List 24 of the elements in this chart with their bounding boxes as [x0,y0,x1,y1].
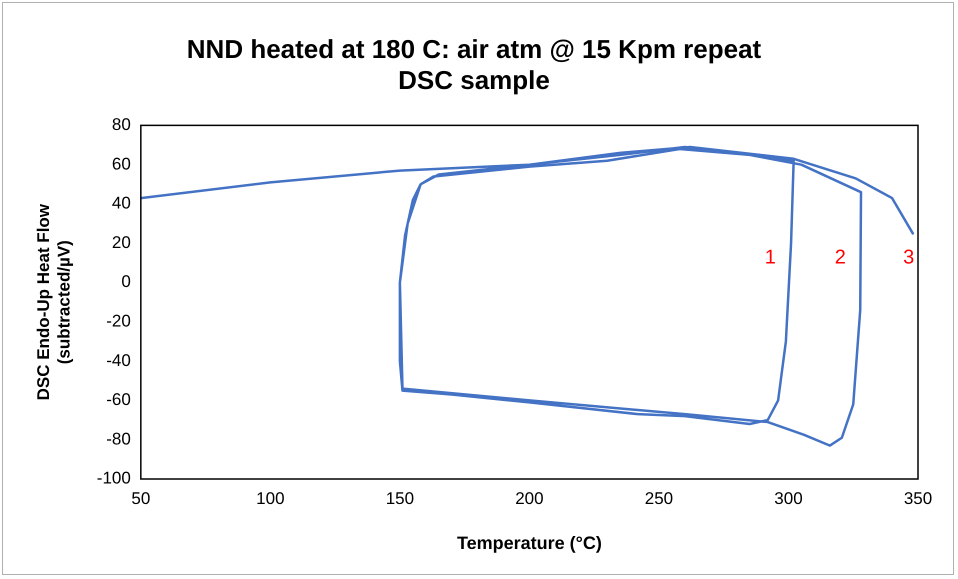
x-axis-title: Temperature (°C) [456,533,602,554]
x-tick-label: 50 [131,488,150,508]
chart-subtitle: DSC sample [398,64,550,95]
y-tick-label: 60 [112,154,131,174]
annotation: 3 [903,246,914,269]
chart-title: NND heated at 180 C: air atm @ 15 Kpm repeat [186,34,762,64]
annotation: 2 [834,246,846,269]
y-tick-label: 80 [112,115,131,134]
y-axis-title: DSC Endo-Up Heat Flow (subtracted/µV) [34,203,74,400]
y-tick-label: 40 [112,194,131,213]
annotation: 1 [764,246,776,269]
x-tick-label: 350 [904,488,932,508]
x-tick-label: 200 [515,488,544,508]
y-tick-label: 20 [112,232,131,252]
x-tick-label: 150 [386,488,414,508]
x-tick-label: 250 [644,488,674,508]
y-tick-label: -100 [96,468,131,488]
x-tick-label: 300 [774,488,803,508]
x-tick-label: 100 [256,488,285,508]
y-tick-label: -40 [106,350,131,370]
y-tick-label: -80 [106,429,131,448]
y-tick-label: -60 [106,390,131,410]
y-tick-label: 0 [121,272,131,292]
y-tick-label: -20 [106,312,131,331]
